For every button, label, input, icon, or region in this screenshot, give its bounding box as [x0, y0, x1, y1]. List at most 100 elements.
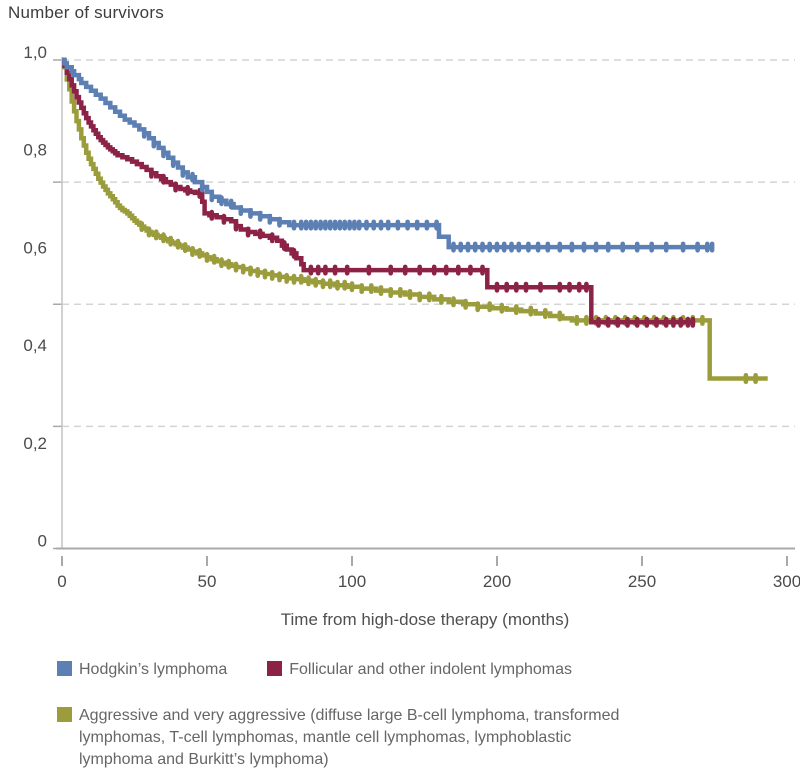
- censor-tick: [615, 316, 621, 328]
- censor-tick: [320, 278, 326, 290]
- legend: Hodgkin’s lymphoma Follicular and other …: [57, 659, 773, 771]
- censor-tick: [487, 241, 492, 253]
- censor-tick: [451, 241, 456, 253]
- censor-tick: [248, 265, 253, 277]
- censor-tick: [480, 241, 485, 253]
- censor-tick: [499, 302, 505, 314]
- censor-tick: [291, 219, 297, 231]
- x-tick-label: 300: [773, 572, 800, 591]
- censor-tick: [298, 219, 304, 231]
- censor-tick: [168, 235, 173, 247]
- y-tick-label: 1,0: [23, 43, 47, 62]
- censor-tick: [306, 275, 311, 287]
- censor-tick: [204, 251, 210, 263]
- censor-tick: [298, 273, 304, 285]
- censor-tick: [407, 289, 413, 300]
- censor-tick: [576, 281, 582, 293]
- censor-tick: [342, 219, 347, 231]
- censor-tick: [315, 264, 321, 276]
- censor-tick: [625, 316, 630, 328]
- censor-tick: [439, 293, 444, 305]
- censor-tick: [161, 147, 166, 159]
- censor-tick: [685, 316, 691, 328]
- censor-tick: [291, 247, 297, 259]
- censor-tick: [190, 246, 195, 257]
- censor-tick: [356, 219, 362, 231]
- censor-tick: [427, 291, 432, 303]
- legend-label-follicular: Follicular and other indolent lymphomas: [289, 661, 573, 678]
- censor-tick: [543, 308, 548, 319]
- censor-tick: [269, 232, 275, 244]
- censor-tick: [574, 314, 580, 326]
- censor-tick: [487, 301, 492, 313]
- censor-tick: [303, 219, 309, 231]
- censor-tick: [424, 219, 430, 231]
- censor-tick: [557, 281, 563, 293]
- censor-tick: [180, 166, 186, 178]
- censor-tick: [313, 219, 318, 231]
- censor-tick: [569, 241, 575, 253]
- y-tick-label: 0,8: [23, 141, 47, 160]
- censor-tick: [318, 219, 323, 231]
- censor-tick: [584, 281, 589, 293]
- censor-tick: [535, 241, 541, 253]
- legend-label-hodgkins: Hodgkin’s lymphoma: [79, 661, 228, 678]
- censor-tick: [378, 285, 384, 297]
- censor-tick: [332, 264, 338, 276]
- censor-tick: [308, 219, 314, 231]
- censor-tick: [557, 310, 563, 322]
- censor-tick: [344, 264, 350, 276]
- censor-tick: [185, 184, 190, 196]
- censor-tick: [197, 247, 202, 259]
- censor-tick: [238, 205, 244, 216]
- censor-tick: [175, 238, 181, 250]
- legend-item-aggressive-lymphomas: Aggressive and very aggressive (diffuse …: [57, 705, 644, 771]
- censor-tick: [364, 219, 369, 231]
- censor-tick: [359, 283, 364, 295]
- legend-item-follicular-lymphomas: Follicular and other indolent lymphomas: [267, 659, 572, 680]
- censor-tick: [620, 241, 625, 253]
- censor-tick: [199, 181, 205, 193]
- censor-tick: [347, 219, 352, 231]
- censor-tick: [240, 263, 246, 275]
- censor-tick: [605, 241, 611, 253]
- censor-tick: [323, 264, 328, 276]
- censor-tick: [233, 261, 239, 273]
- legend-item-hodgkins-lymphoma: Hodgkin’s lymphoma: [57, 659, 227, 680]
- censor-tick: [705, 241, 710, 253]
- censor-tick: [277, 216, 282, 228]
- censor-tick: [337, 219, 343, 231]
- survival-curve-aggressive-and-very-aggressive-diffuse-l: [62, 57, 768, 381]
- censor-tick: [584, 314, 589, 326]
- censor-tick: [663, 316, 669, 328]
- censor-tick: [634, 241, 640, 253]
- y-tick-label: 0,2: [23, 434, 47, 453]
- x-tick-label: 50: [198, 572, 217, 591]
- censor-tick: [700, 314, 705, 326]
- censor-tick: [545, 241, 551, 253]
- censor-tick: [332, 219, 338, 231]
- censor-tick: [414, 219, 420, 231]
- censor-tick: [743, 373, 749, 384]
- censor-tick: [494, 241, 500, 253]
- censor-tick: [327, 278, 333, 290]
- censor-tick: [371, 219, 376, 231]
- legend-swatch-follicular-icon: [267, 661, 283, 676]
- censor-tick: [141, 127, 147, 139]
- censor-tick: [269, 269, 275, 281]
- x-axis-title: Time from high-dose therapy (months): [280, 610, 570, 629]
- censor-tick: [526, 241, 531, 253]
- censor-tick: [458, 241, 463, 253]
- censor-tick: [245, 226, 251, 238]
- censor-tick: [567, 281, 572, 293]
- censor-tick: [634, 316, 640, 328]
- censor-tick: [219, 195, 224, 207]
- x-tick-label: 200: [483, 572, 511, 591]
- censor-tick: [514, 304, 519, 316]
- censor-tick: [352, 219, 357, 231]
- censor-tick: [516, 241, 522, 253]
- censor-tick: [709, 241, 715, 253]
- censor-tick: [475, 301, 480, 313]
- censor-tick: [257, 228, 263, 240]
